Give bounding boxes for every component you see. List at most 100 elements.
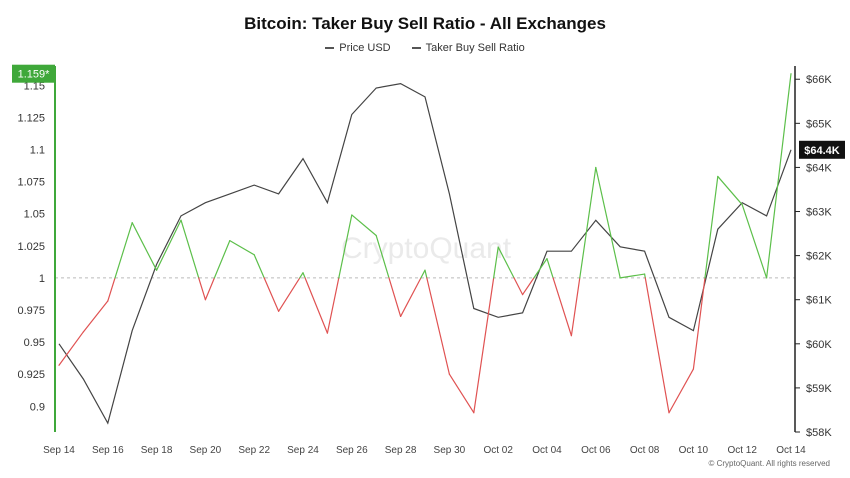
price-last-badge-label: $64.4K <box>804 145 840 157</box>
ratio-segment <box>278 277 301 312</box>
ratio-segment <box>263 277 280 312</box>
ratio-segment <box>473 277 495 414</box>
ratio-segment <box>338 214 353 279</box>
legend: Price USD Taker Buy Sell Ratio <box>0 40 850 54</box>
ratio-segment <box>619 273 646 279</box>
x-tick-label: Sep 20 <box>190 445 222 456</box>
x-tick-label: Oct 04 <box>532 445 562 456</box>
right-tick-label: $64K <box>806 162 832 174</box>
copyright-footer: © CryptoQuant. All rights reserved <box>708 459 831 468</box>
right-tick-label: $61K <box>806 295 832 307</box>
right-axis-ticks: $58K $59K $60K $61K $62K $63K $64K $65K $66K <box>795 74 832 439</box>
ratio-segment <box>513 277 524 296</box>
x-tick-label: Sep 16 <box>92 445 124 456</box>
ratio-segment <box>131 222 158 271</box>
ratio-segment <box>448 373 475 414</box>
ratio-segment <box>82 300 109 333</box>
ratio-segment <box>493 246 499 279</box>
ratio-series <box>58 73 792 414</box>
x-tick-label: Oct 10 <box>679 445 709 456</box>
x-tick-label: Sep 24 <box>287 445 319 456</box>
ratio-segment <box>570 277 581 337</box>
ratio-segment <box>204 277 216 301</box>
right-tick-label: $66K <box>806 74 832 86</box>
chart-title: Bitcoin: Taker Buy Sell Ratio - All Exch… <box>244 14 606 33</box>
ratio-segment <box>180 219 200 279</box>
axes-group <box>54 66 796 432</box>
right-tick-label: $60K <box>806 339 832 351</box>
left-tick-label: 0.9 <box>30 401 45 413</box>
left-tick-label: 1.15 <box>24 80 45 92</box>
ratio-segment <box>546 258 554 279</box>
ratio-segment <box>253 254 265 279</box>
left-tick-label: 1.075 <box>17 177 45 189</box>
ratio-segment <box>58 331 85 366</box>
legend-item-price[interactable]: Price USD <box>325 42 391 54</box>
right-tick-label: $63K <box>806 207 832 219</box>
x-tick-label: Sep 30 <box>434 445 466 456</box>
price-series <box>58 82 792 425</box>
left-tick-label: 0.925 <box>17 369 45 381</box>
x-tick-label: Sep 14 <box>43 445 75 456</box>
ratio-segment <box>351 214 377 237</box>
ratio-segment <box>643 273 646 279</box>
x-tick-label: Oct 12 <box>727 445 757 456</box>
ratio-segment <box>521 277 535 296</box>
x-axis-ticks: Sep 14 Sep 16 Sep 18 Sep 20 Sep 22 Sep 24 Sep … <box>43 445 806 456</box>
left-tick-label: 0.975 <box>17 305 45 317</box>
left-tick-label: 1.1 <box>30 144 45 156</box>
ratio-segment <box>765 73 792 279</box>
ratio-last-badge <box>12 64 55 83</box>
ratio-segment <box>717 175 743 206</box>
left-tick-label: 1.125 <box>17 112 45 124</box>
ratio-segment <box>375 234 390 279</box>
right-tick-label: $59K <box>806 383 832 395</box>
left-tick-label: 0.95 <box>24 337 45 349</box>
ratio-segment <box>299 272 304 279</box>
ratio-segment <box>704 175 719 279</box>
legend-label-price: Price USD <box>339 42 391 54</box>
ratio-segment <box>668 368 695 414</box>
left-tick-label: 1 <box>39 273 45 285</box>
x-tick-label: Oct 08 <box>630 445 660 456</box>
ratio-segment <box>595 166 621 279</box>
x-tick-label: Oct 06 <box>581 445 611 456</box>
ratio-segment <box>426 277 450 375</box>
ratio-segment <box>229 240 255 256</box>
legend-swatch-price <box>325 47 335 49</box>
ratio-segment <box>420 269 426 279</box>
ratio-segment <box>741 204 768 279</box>
right-tick-label: $62K <box>806 251 832 263</box>
legend-item-ratio[interactable]: Taker Buy Sell Ratio <box>411 42 525 54</box>
ratio-segment <box>107 277 116 302</box>
x-tick-label: Oct 14 <box>776 445 806 456</box>
ratio-segment <box>579 166 597 279</box>
ratio-segment <box>497 246 515 279</box>
value-badges: 1.159* $64.4K <box>12 64 845 159</box>
ratio-segment <box>156 219 182 271</box>
right-tick-label: $58K <box>806 427 832 439</box>
x-tick-label: Sep 22 <box>238 445 270 456</box>
left-tick-label: 1.05 <box>24 209 45 221</box>
legend-label-ratio: Taker Buy Sell Ratio <box>425 42 525 54</box>
ratio-segment <box>198 277 206 301</box>
ratio-segment <box>424 269 428 279</box>
legend-swatch-ratio <box>411 47 421 49</box>
ratio-segment <box>213 240 231 279</box>
ratio-segment <box>304 277 328 334</box>
left-tick-label: 1.025 <box>17 241 45 253</box>
ratio-segment <box>644 277 670 414</box>
ratio-last-badge-label: 1.159* <box>18 69 51 81</box>
ratio-segment <box>114 222 133 279</box>
x-tick-label: Sep 26 <box>336 445 368 456</box>
right-tick-label: $65K <box>806 118 832 130</box>
x-tick-label: Sep 28 <box>385 445 417 456</box>
x-tick-label: Oct 02 <box>483 445 513 456</box>
x-tick-label: Sep 18 <box>141 445 173 456</box>
ratio-segment <box>326 277 340 334</box>
ratio-segment <box>692 277 706 370</box>
ratio-segment <box>388 277 402 318</box>
ratio-segment <box>302 272 306 279</box>
ratio-segment <box>552 277 573 337</box>
